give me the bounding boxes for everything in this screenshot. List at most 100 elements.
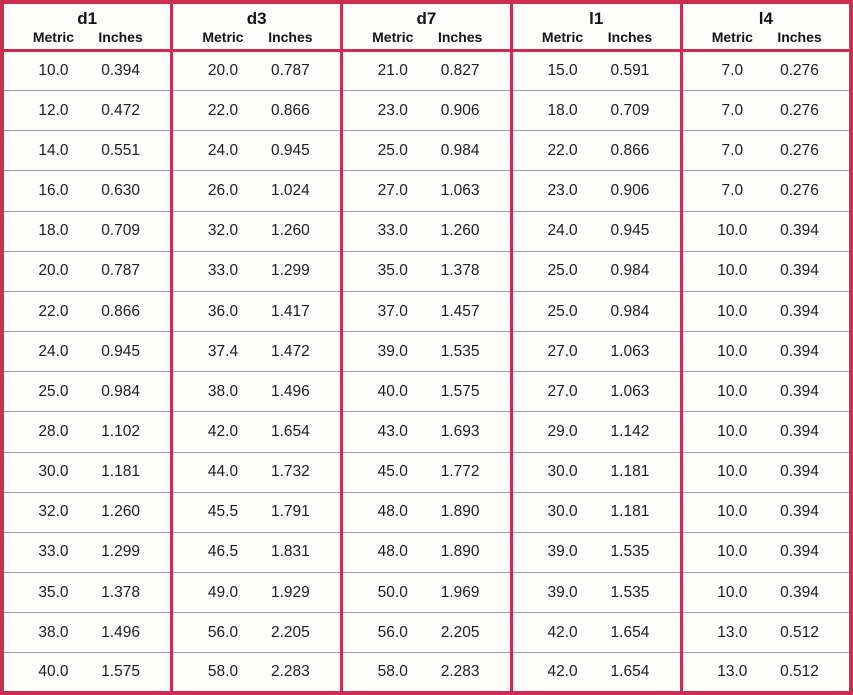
metric-value: 38.0	[2, 612, 87, 653]
inches-value: 1.575	[86, 652, 172, 693]
metric-value: 33.0	[170, 250, 257, 292]
inches-value: 0.276	[766, 130, 851, 171]
metric-value: 26.0	[170, 170, 257, 212]
metric-value: 27.0	[340, 170, 427, 212]
metric-value: 10.0	[679, 531, 767, 573]
metric-value: 10.0	[679, 210, 767, 252]
inches-value: 2.205	[426, 612, 512, 653]
metric-value: 48.0	[340, 531, 427, 573]
metric-value: 25.0	[2, 371, 87, 412]
table-row: 14.0 0.551 24.0 0.945 25.0 0.984 22.0 0.866 7.0 0…	[2, 130, 851, 171]
metric-value: 24.0	[509, 210, 597, 252]
inches-value: 1.260	[86, 491, 172, 533]
inches-value: 0.866	[596, 130, 682, 171]
inches-value: 0.906	[596, 170, 682, 212]
inches-value: 1.260	[256, 210, 342, 252]
metric-value: 20.0	[2, 250, 87, 292]
inches-value: 0.984	[596, 290, 682, 332]
metric-value: 30.0	[2, 451, 87, 493]
inches-value: 0.906	[426, 90, 512, 131]
metric-value: 24.0	[2, 331, 87, 372]
metric-value: 22.0	[509, 130, 597, 171]
inches-value: 1.496	[256, 371, 342, 412]
metric-value: 10.0	[679, 250, 767, 292]
metric-value: 42.0	[170, 411, 257, 453]
metric-value: 10.0	[679, 411, 767, 453]
inches-value: 1.181	[86, 451, 172, 493]
col-header-metric: Metric	[170, 29, 257, 52]
table-row: 38.0 1.496 56.0 2.205 56.0 2.205 42.0 1.654 13.0…	[2, 612, 851, 653]
inches-value: 1.181	[596, 491, 682, 533]
metric-value: 23.0	[509, 170, 597, 212]
metric-value: 37.4	[170, 331, 257, 372]
inches-value: 1.693	[426, 411, 512, 453]
metric-value: 49.0	[170, 572, 257, 613]
inches-value: 0.591	[596, 50, 682, 91]
inches-value: 1.181	[596, 451, 682, 493]
table-row: 18.0 0.709 32.0 1.260 33.0 1.260 24.0 0.945 10.0…	[2, 210, 851, 252]
table-row: 20.0 0.787 33.0 1.299 35.0 1.378 25.0 0.984 10.0…	[2, 250, 851, 292]
metric-value: 44.0	[170, 451, 257, 493]
inches-value: 0.394	[766, 250, 851, 292]
metric-value: 13.0	[679, 612, 767, 653]
metric-value: 10.0	[679, 572, 767, 613]
inches-value: 2.283	[426, 652, 512, 693]
inches-value: 0.276	[766, 50, 851, 91]
inches-value: 0.394	[766, 331, 851, 372]
metric-value: 45.5	[170, 491, 257, 533]
inches-value: 0.276	[766, 170, 851, 212]
metric-value: 22.0	[2, 290, 87, 332]
metric-value: 39.0	[509, 531, 597, 573]
inches-value: 0.394	[86, 50, 172, 91]
table-row: 22.0 0.866 36.0 1.417 37.0 1.457 25.0 0.984 10.0…	[2, 290, 851, 332]
inches-value: 1.260	[426, 210, 512, 252]
inches-value: 0.787	[86, 250, 172, 292]
col-header-inches: Inches	[86, 29, 172, 52]
metric-value: 13.0	[679, 652, 767, 693]
metric-value: 27.0	[509, 371, 597, 412]
metric-value: 50.0	[340, 572, 427, 613]
metric-value: 40.0	[2, 652, 87, 693]
inches-value: 1.102	[86, 411, 172, 453]
inches-value: 0.276	[766, 90, 851, 131]
metric-value: 7.0	[679, 50, 767, 91]
metric-value: 20.0	[170, 50, 257, 91]
inches-value: 1.378	[426, 250, 512, 292]
metric-value: 10.0	[679, 290, 767, 332]
metric-value: 56.0	[170, 612, 257, 653]
group-label-l1: l1	[509, 2, 682, 29]
metric-value: 10.0	[679, 451, 767, 493]
metric-value: 7.0	[679, 130, 767, 171]
inches-value: 1.063	[426, 170, 512, 212]
metric-value: 36.0	[170, 290, 257, 332]
inches-value: 0.709	[86, 210, 172, 252]
metric-value: 27.0	[509, 331, 597, 372]
col-header-metric: Metric	[509, 29, 597, 52]
col-header-inches: Inches	[766, 29, 851, 52]
group-label-l4: l4	[679, 2, 851, 29]
col-header-inches: Inches	[596, 29, 682, 52]
metric-value: 42.0	[509, 652, 597, 693]
metric-value: 24.0	[170, 130, 257, 171]
col-header-inches: Inches	[426, 29, 512, 52]
inches-value: 1.831	[256, 531, 342, 573]
table-header: d1 d3 d7 l1 l4 Metric Inches Metric Inch…	[2, 2, 851, 52]
metric-value: 32.0	[170, 210, 257, 252]
col-header-metric: Metric	[2, 29, 87, 52]
metric-value: 25.0	[340, 130, 427, 171]
inches-value: 1.654	[596, 652, 682, 693]
col-header-inches: Inches	[256, 29, 342, 52]
inches-value: 1.417	[256, 290, 342, 332]
metric-value: 58.0	[340, 652, 427, 693]
metric-value: 14.0	[2, 130, 87, 171]
inches-value: 1.969	[426, 572, 512, 613]
inches-value: 1.929	[256, 572, 342, 613]
table-row: 30.0 1.181 44.0 1.732 45.0 1.772 30.0 1.181 10.0…	[2, 451, 851, 493]
metric-value: 39.0	[509, 572, 597, 613]
metric-value: 58.0	[170, 652, 257, 693]
metric-value: 25.0	[509, 290, 597, 332]
inches-value: 1.142	[596, 411, 682, 453]
inches-value: 1.890	[426, 491, 512, 533]
inches-value: 0.394	[766, 290, 851, 332]
